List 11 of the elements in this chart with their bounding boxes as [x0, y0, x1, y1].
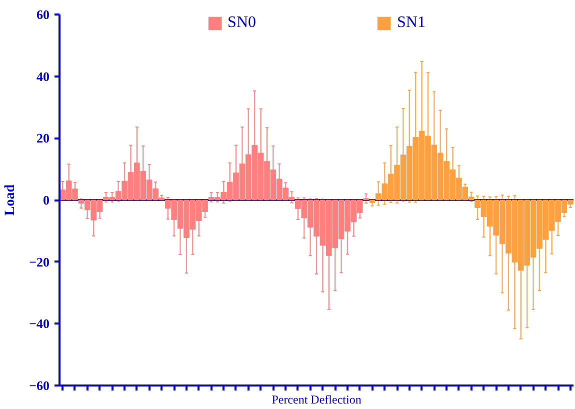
- y-tick-label: −40: [29, 316, 50, 332]
- y-tick-label: 60: [36, 7, 50, 22]
- x-axis-title: Percent Deflection: [272, 392, 362, 406]
- y-axis-title: Load: [3, 184, 18, 216]
- y-tick-label: 0: [43, 192, 50, 208]
- y-tick-label: 20: [36, 130, 50, 146]
- legend-label: SN1: [397, 14, 426, 32]
- y-tick-label: −20: [29, 254, 50, 270]
- legend-label: SN0: [228, 14, 256, 32]
- y-tick-label: 40: [36, 68, 50, 84]
- y-tick-label: −60: [29, 378, 50, 393]
